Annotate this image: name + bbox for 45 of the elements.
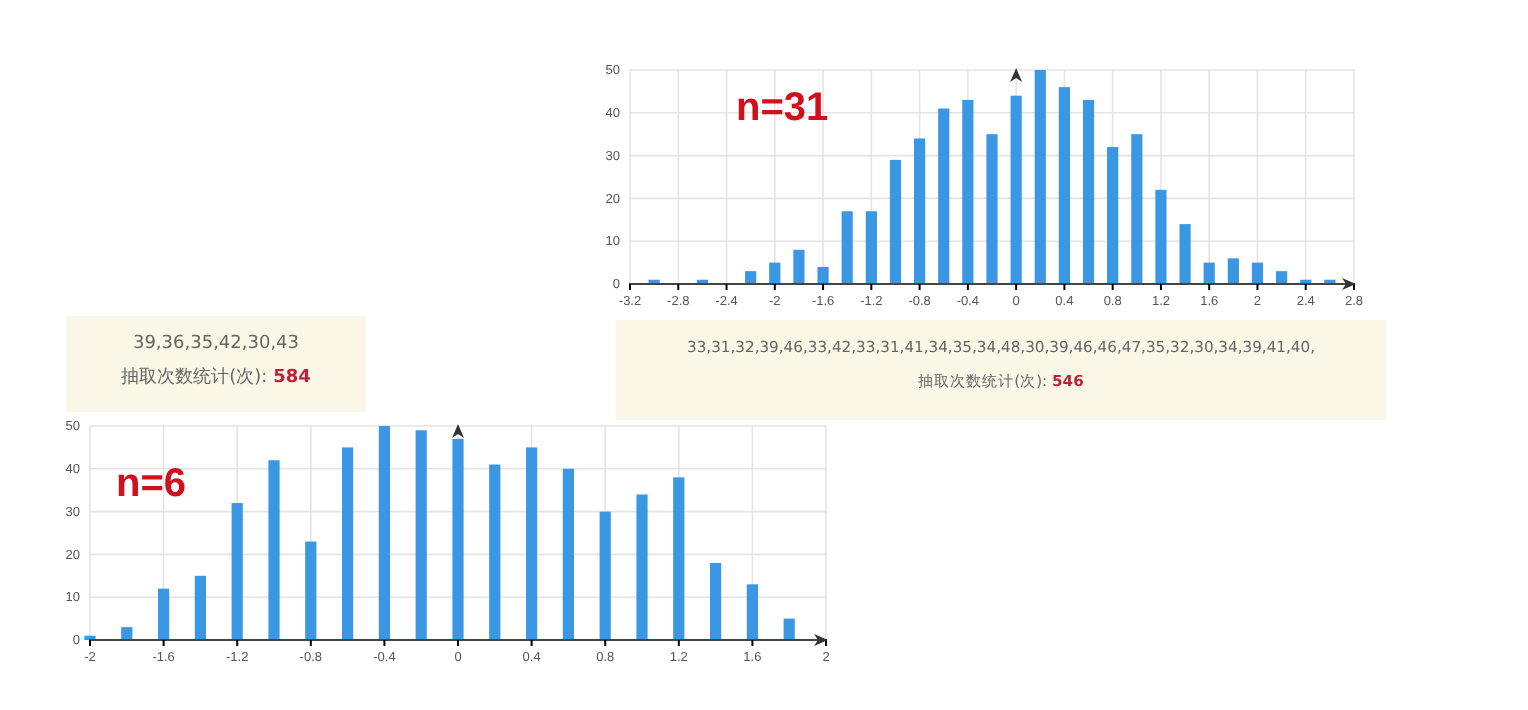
text: 抽取次数统计(次): 584 bbox=[121, 366, 311, 388]
bar bbox=[710, 562, 722, 640]
bar bbox=[746, 584, 758, 640]
bar bbox=[793, 249, 805, 284]
bar bbox=[599, 511, 611, 640]
bar bbox=[1179, 224, 1191, 284]
bar bbox=[1131, 134, 1143, 284]
bar bbox=[158, 588, 170, 640]
text: 39,36,35,42,30,43 bbox=[132, 334, 300, 354]
bar bbox=[562, 468, 574, 640]
bar bbox=[305, 541, 317, 640]
bar bbox=[938, 108, 950, 284]
text: n=6 bbox=[116, 462, 187, 506]
bar bbox=[889, 159, 902, 284]
bar bbox=[841, 211, 853, 284]
bar bbox=[817, 266, 829, 284]
bar bbox=[1251, 262, 1264, 284]
bar bbox=[268, 460, 280, 640]
bar bbox=[1203, 262, 1215, 284]
bar bbox=[378, 426, 390, 640]
bar bbox=[489, 464, 501, 640]
bar bbox=[121, 627, 133, 640]
bar bbox=[1155, 189, 1167, 284]
bar bbox=[1276, 271, 1288, 284]
bar bbox=[783, 618, 795, 640]
bar bbox=[1034, 70, 1046, 284]
bar bbox=[415, 430, 427, 640]
bar bbox=[865, 211, 877, 284]
bar bbox=[769, 262, 781, 284]
bar bbox=[194, 575, 206, 640]
bar bbox=[1010, 95, 1022, 284]
bar bbox=[526, 447, 538, 640]
bar bbox=[745, 271, 757, 284]
bar bbox=[986, 134, 998, 284]
chart-title: n=31 bbox=[736, 86, 829, 130]
bar bbox=[1082, 99, 1095, 284]
bar bbox=[673, 477, 685, 640]
bar bbox=[1227, 258, 1239, 284]
bar bbox=[342, 447, 354, 640]
bar bbox=[1107, 147, 1119, 284]
bar bbox=[636, 494, 648, 640]
bar bbox=[962, 99, 974, 284]
bar bbox=[1058, 87, 1070, 284]
bar bbox=[914, 138, 926, 284]
bar bbox=[231, 503, 243, 640]
